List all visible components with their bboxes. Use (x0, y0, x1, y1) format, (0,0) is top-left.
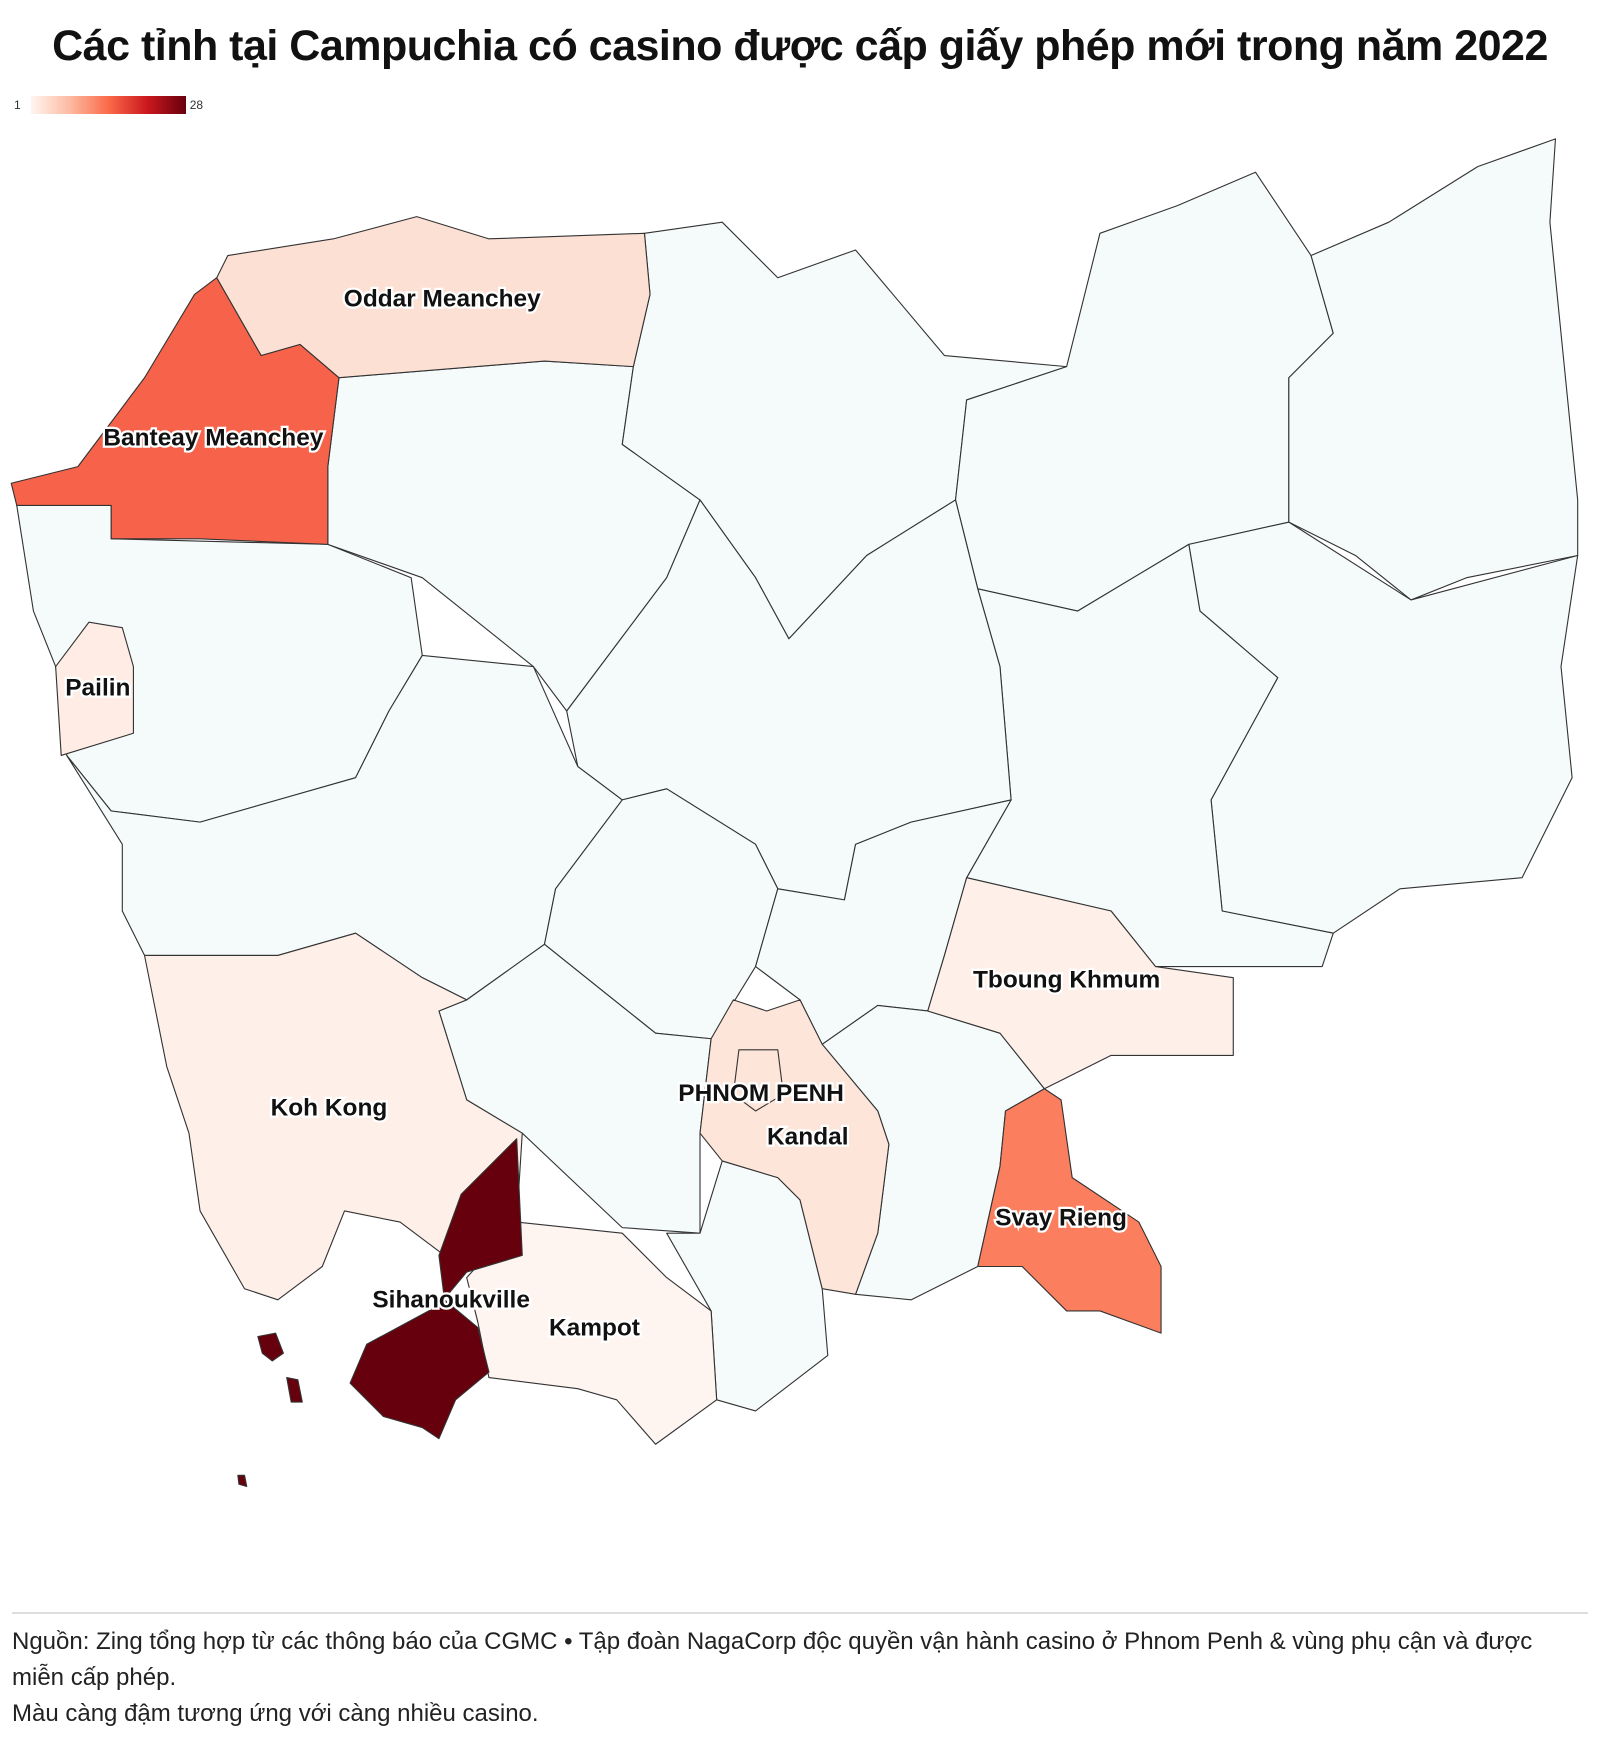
province-sihanoukville-group (237, 1138, 523, 1488)
legend-max: 28 (189, 98, 204, 112)
province-labels: Oddar Meanchey Banteay Meanchey Pailin T… (63, 283, 1162, 1343)
source-note: Nguồn: Zing tổng hợp từ các thông báo củ… (12, 1628, 1533, 1691)
island-poulo-wai[interactable] (237, 1474, 248, 1488)
legend-min: 1 (14, 98, 21, 112)
province-sihanoukville[interactable] (349, 1138, 523, 1440)
label-pailin: Pailin (65, 674, 130, 701)
label-oddar-meanchey: Oddar Meanchey (344, 286, 541, 313)
footer: Nguồn: Zing tổng hợp từ các thông báo củ… (12, 1624, 1580, 1732)
island-koh-rong-samloem[interactable] (286, 1377, 303, 1403)
label-svay-rieng: Svay Rieng (995, 1204, 1127, 1231)
province-kampot[interactable] (466, 1221, 718, 1445)
label-phnom-penh: PHNOM PENH (678, 1080, 844, 1107)
province-tboung-khmum[interactable] (927, 877, 1234, 1090)
province-ratanakiri[interactable] (1288, 138, 1579, 601)
province-pailin[interactable] (55, 621, 134, 757)
footer-divider (12, 1612, 1588, 1614)
legend-gradient (30, 96, 186, 114)
label-koh-kong: Koh Kong (271, 1094, 388, 1121)
province-phnom-penh[interactable] (732, 1049, 784, 1112)
label-sihanoukville: Sihanoukville (372, 1287, 530, 1314)
label-banteay-meanchey: Banteay Meanchey (103, 424, 323, 451)
color-note: Màu càng đậm tương ứng với càng nhiều ca… (12, 1700, 539, 1727)
island-koh-rong[interactable] (257, 1332, 284, 1362)
label-kandal: Kandal (767, 1123, 848, 1150)
map-title: Các tỉnh tại Campuchia có casino được cấ… (52, 22, 1548, 70)
province-oddar-meanchey[interactable] (216, 216, 651, 379)
color-legend: 1 28 (14, 96, 203, 114)
province-svay-rieng[interactable] (977, 1088, 1162, 1334)
label-tboung-khmum: Tboung Khmum (973, 967, 1160, 994)
label-kampot: Kampot (549, 1314, 640, 1341)
